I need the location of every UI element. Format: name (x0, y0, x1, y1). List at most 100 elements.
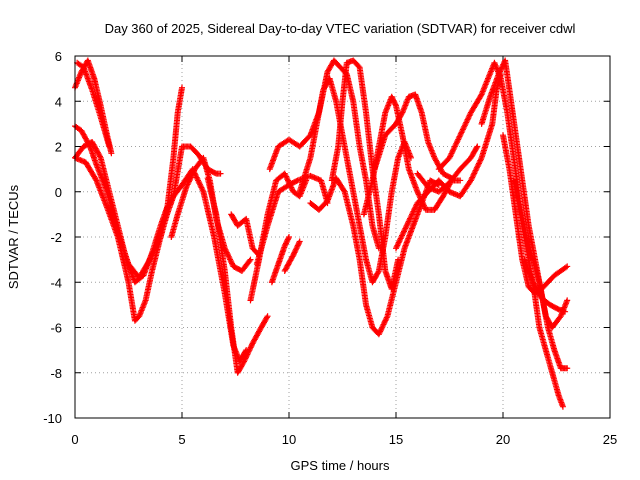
data-point-marker (283, 174, 290, 181)
y-axis-label: SDTVAR / TECUs (6, 184, 21, 289)
data-point-marker (264, 313, 271, 320)
data-point-marker (457, 177, 464, 184)
series-trace-17 (328, 57, 402, 293)
y-tick-label: -10 (43, 411, 62, 426)
data-point-marker (187, 174, 194, 181)
data-point-marker (564, 297, 571, 304)
data-point-marker (499, 62, 506, 69)
data-point-marker (564, 365, 571, 372)
data-point-marker (92, 176, 99, 183)
data-point-marker (248, 343, 255, 350)
data-point-marker (495, 71, 502, 78)
data-point-marker (379, 324, 386, 331)
series-trace-5 (72, 138, 177, 286)
y-tick-label: 0 (55, 185, 62, 200)
data-point-marker (247, 344, 254, 351)
data-point-marker (291, 249, 298, 256)
series-trace-8 (204, 175, 271, 376)
data-point-marker (286, 180, 293, 187)
data-point-marker (414, 188, 421, 195)
data-point-marker (286, 234, 292, 240)
plot-frame (74, 55, 611, 419)
data-series (72, 57, 571, 410)
data-point-marker (241, 357, 248, 364)
data-point-marker (287, 183, 294, 190)
data-point-marker (246, 345, 253, 352)
data-point-marker (263, 314, 270, 321)
data-point-marker (229, 260, 236, 267)
data-point-marker (382, 317, 389, 324)
data-point-marker (225, 252, 232, 259)
data-point-marker (106, 143, 113, 150)
data-point-marker (245, 348, 252, 355)
y-tick-label: 4 (55, 94, 62, 109)
data-point-marker (245, 350, 252, 357)
data-point-marker (383, 314, 390, 321)
series-trace-13 (268, 234, 292, 286)
chart-title: Day 360 of 2025, Sidereal Day-to-day VTE… (105, 21, 576, 36)
data-point-marker (377, 328, 384, 335)
data-point-marker (227, 256, 234, 263)
data-point-marker (226, 255, 233, 262)
series-trace-2 (72, 84, 185, 281)
data-point-marker (497, 67, 504, 74)
data-point-marker (281, 170, 288, 177)
data-point-marker (375, 269, 382, 276)
data-point-marker (108, 150, 115, 157)
data-point-marker (286, 181, 293, 188)
data-point-marker (221, 245, 228, 252)
data-point-marker (392, 101, 399, 108)
data-point-marker (246, 347, 253, 354)
data-point-marker (562, 308, 569, 315)
data-point-marker (296, 239, 303, 246)
data-point-marker (293, 245, 300, 252)
data-point-marker (383, 315, 390, 322)
data-point-marker (185, 180, 192, 187)
data-point-marker (96, 153, 103, 160)
series-trace-21 (414, 143, 481, 195)
data-point-marker (293, 178, 300, 185)
data-point-marker (381, 320, 388, 327)
data-point-marker (179, 84, 185, 91)
y-tick-label: -6 (50, 321, 62, 336)
data-point-marker (284, 176, 291, 183)
data-point-marker (292, 246, 299, 253)
data-point-marker (395, 256, 402, 263)
data-point-marker (292, 248, 299, 255)
series-trace-11 (247, 170, 310, 304)
data-point-marker (190, 168, 197, 175)
data-point-marker (378, 325, 385, 332)
data-point-marker (289, 253, 296, 260)
data-point-marker (241, 358, 248, 365)
data-point-marker (421, 204, 428, 211)
data-point-marker (477, 92, 484, 99)
data-point-marker (288, 185, 295, 192)
data-point-marker (188, 173, 195, 180)
data-point-marker (187, 175, 194, 182)
x-tick-label: 20 (496, 432, 510, 447)
data-point-marker (184, 181, 191, 188)
data-point-marker (224, 250, 231, 257)
data-point-marker (183, 184, 190, 191)
data-point-marker (189, 170, 196, 177)
series-trace-14 (281, 238, 303, 274)
data-point-marker (295, 241, 302, 248)
data-point-marker (375, 331, 382, 338)
data-point-marker (248, 341, 255, 348)
data-point-marker (355, 63, 362, 70)
data-point-marker (474, 143, 481, 150)
data-point-marker (212, 170, 219, 177)
y-tick-label: 6 (55, 49, 62, 64)
data-point-marker (398, 110, 405, 117)
data-point-marker (225, 253, 232, 260)
data-point-marker (285, 235, 292, 242)
data-point-marker (377, 327, 384, 334)
x-tick-label: 15 (389, 432, 403, 447)
data-point-marker (497, 68, 504, 75)
data-point-marker (169, 194, 176, 201)
data-point-marker (415, 190, 422, 197)
x-tick-label: 10 (282, 432, 296, 447)
data-point-marker (288, 184, 295, 191)
